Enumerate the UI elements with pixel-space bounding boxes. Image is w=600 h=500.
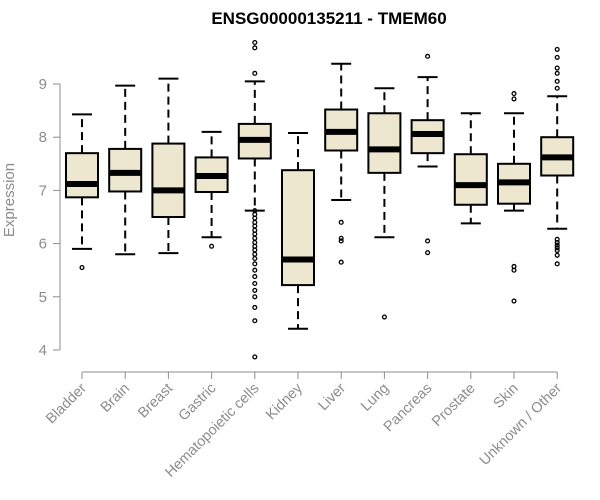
box-gastric bbox=[194, 130, 229, 249]
outlier-point bbox=[425, 53, 431, 59]
y-tick-label: 7 bbox=[39, 182, 47, 199]
outlier-point bbox=[554, 85, 560, 91]
outlier-point bbox=[511, 96, 517, 102]
y-axis: 4 5 6 7 8 9 bbox=[39, 76, 61, 359]
box-pancreas bbox=[410, 53, 445, 256]
outlier-point bbox=[511, 267, 517, 273]
outlier-point bbox=[554, 54, 560, 60]
outlier-point bbox=[252, 318, 258, 324]
iqr-box bbox=[151, 142, 186, 218]
outlier-point bbox=[554, 46, 560, 52]
outlier-point bbox=[79, 264, 85, 271]
outlier-point bbox=[554, 242, 560, 248]
y-tick-label: 9 bbox=[39, 76, 47, 93]
outlier-point bbox=[252, 45, 258, 51]
outlier-point bbox=[252, 354, 258, 360]
y-axis-title: Expression bbox=[1, 163, 18, 237]
outlier-point bbox=[554, 65, 560, 71]
outlier-point bbox=[252, 223, 258, 229]
box-unknown-other bbox=[540, 46, 575, 267]
chart-title: ENSG00000135211 - TMEM60 bbox=[211, 9, 446, 28]
outlier-point bbox=[252, 231, 258, 237]
outlier-point bbox=[252, 287, 258, 293]
box-series bbox=[65, 39, 575, 360]
x-tick-label: Skin bbox=[491, 381, 522, 412]
x-tick-label: Lung bbox=[358, 381, 392, 415]
outlier-point bbox=[252, 39, 258, 46]
box-bladder bbox=[65, 113, 99, 271]
outlier-point bbox=[554, 239, 560, 246]
box-kidney bbox=[281, 131, 315, 330]
outlier-point bbox=[252, 255, 258, 262]
outlier-point bbox=[252, 267, 258, 273]
iqr-box bbox=[453, 153, 488, 206]
box-brain bbox=[108, 84, 143, 256]
y-tick-label: 8 bbox=[39, 129, 47, 146]
x-tick-label: Brain bbox=[98, 381, 133, 416]
outlier-point bbox=[338, 259, 344, 265]
y-tick-label: 4 bbox=[39, 342, 47, 359]
outlier-point bbox=[338, 235, 344, 241]
x-tick-label: Bladder bbox=[43, 380, 90, 427]
outlier-point bbox=[511, 298, 517, 304]
outlier-point bbox=[554, 247, 560, 254]
outlier-point bbox=[425, 250, 431, 256]
iqr-box bbox=[367, 112, 402, 174]
outlier-point bbox=[252, 274, 258, 280]
outlier-point bbox=[381, 314, 387, 320]
outlier-point bbox=[252, 294, 258, 300]
x-tick-label: Unknown / Other bbox=[477, 380, 565, 468]
outlier-point bbox=[252, 247, 258, 253]
outlier-point bbox=[338, 219, 344, 225]
outlier-point bbox=[554, 245, 560, 251]
iqr-box bbox=[281, 169, 315, 287]
outlier-point bbox=[252, 251, 258, 257]
box-breast bbox=[151, 77, 186, 255]
outlier-point bbox=[554, 78, 560, 84]
outlier-point bbox=[252, 235, 258, 241]
box-liver bbox=[324, 62, 359, 265]
outlier-point bbox=[252, 215, 258, 221]
outlier-point bbox=[252, 261, 258, 267]
y-tick-label: 6 bbox=[39, 236, 47, 253]
box-hematopoietic-cells bbox=[237, 39, 272, 360]
x-tick-label: Kidney bbox=[263, 380, 306, 423]
x-tick-label: Prostate bbox=[429, 381, 478, 430]
outlier-point bbox=[554, 261, 560, 267]
box-lung bbox=[367, 87, 402, 320]
outlier-point bbox=[511, 91, 517, 97]
x-tick-label: Liver bbox=[315, 380, 349, 414]
x-tick-label: Breast bbox=[135, 381, 176, 422]
outlier-point bbox=[252, 70, 258, 76]
box-skin bbox=[497, 91, 531, 304]
box-prostate bbox=[453, 112, 488, 225]
y-tick-label: 5 bbox=[39, 289, 47, 306]
outlier-point bbox=[338, 238, 344, 244]
iqr-box bbox=[65, 152, 99, 199]
outlier-point bbox=[209, 243, 215, 249]
outlier-point bbox=[252, 280, 258, 287]
outlier-point bbox=[252, 304, 258, 310]
outlier-point bbox=[425, 238, 431, 244]
outlier-point bbox=[554, 70, 560, 76]
outlier-point bbox=[554, 252, 560, 258]
